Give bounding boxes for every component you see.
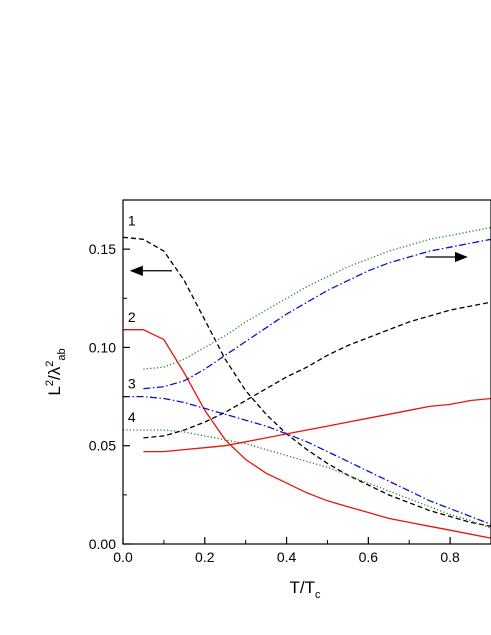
x-axis-title-main: T/T bbox=[290, 578, 316, 597]
y-tick-label: 0.00 bbox=[89, 536, 116, 552]
series-7-line bbox=[143, 301, 491, 439]
series-2-line bbox=[123, 329, 491, 539]
x-axis-title-sub: c bbox=[315, 589, 321, 601]
axis-ticks bbox=[122, 248, 491, 545]
x-axis-title: T/Tc bbox=[290, 578, 322, 601]
series-5-line bbox=[143, 226, 491, 370]
series-1-line bbox=[122, 236, 491, 527]
series-8-line bbox=[143, 397, 491, 453]
x-tick-label: 0.2 bbox=[195, 549, 215, 565]
curve-label-3: 3 bbox=[128, 376, 136, 392]
y-axis-title-l: L bbox=[45, 386, 64, 395]
curve-label-4: 4 bbox=[128, 409, 136, 425]
curve-label-1: 1 bbox=[128, 213, 136, 229]
curve-label-2: 2 bbox=[128, 309, 136, 325]
y-tick-label: 0.10 bbox=[89, 339, 116, 355]
y-axis-title-sub: ab bbox=[56, 348, 68, 360]
axis-tick-labels: 0.0 0.2 0.4 0.6 0.8 0.00 0.05 0.10 0.15 bbox=[89, 241, 460, 565]
plot-lines bbox=[122, 226, 491, 539]
y-tick-label: 0.05 bbox=[89, 438, 116, 454]
y-axis-title-sup1: 2 bbox=[44, 380, 56, 386]
annotations: 1 2 3 4 bbox=[128, 213, 468, 425]
x-tick-label: 0.6 bbox=[359, 549, 379, 565]
y-axis-title-sup2: 2 bbox=[44, 361, 56, 367]
y-axis-title-slash: /λ bbox=[45, 366, 64, 380]
x-tick-label: 0.0 bbox=[113, 549, 133, 565]
plot-frame bbox=[122, 199, 491, 545]
x-tick-label: 0.4 bbox=[277, 549, 297, 565]
x-tick-label: 0.8 bbox=[440, 549, 460, 565]
series-3-line bbox=[123, 395, 491, 525]
series-6-line bbox=[143, 238, 491, 390]
series-4-line bbox=[123, 429, 491, 529]
y-tick-label: 0.15 bbox=[89, 241, 116, 257]
y-axis-title: L2/λ2ab bbox=[44, 348, 68, 395]
